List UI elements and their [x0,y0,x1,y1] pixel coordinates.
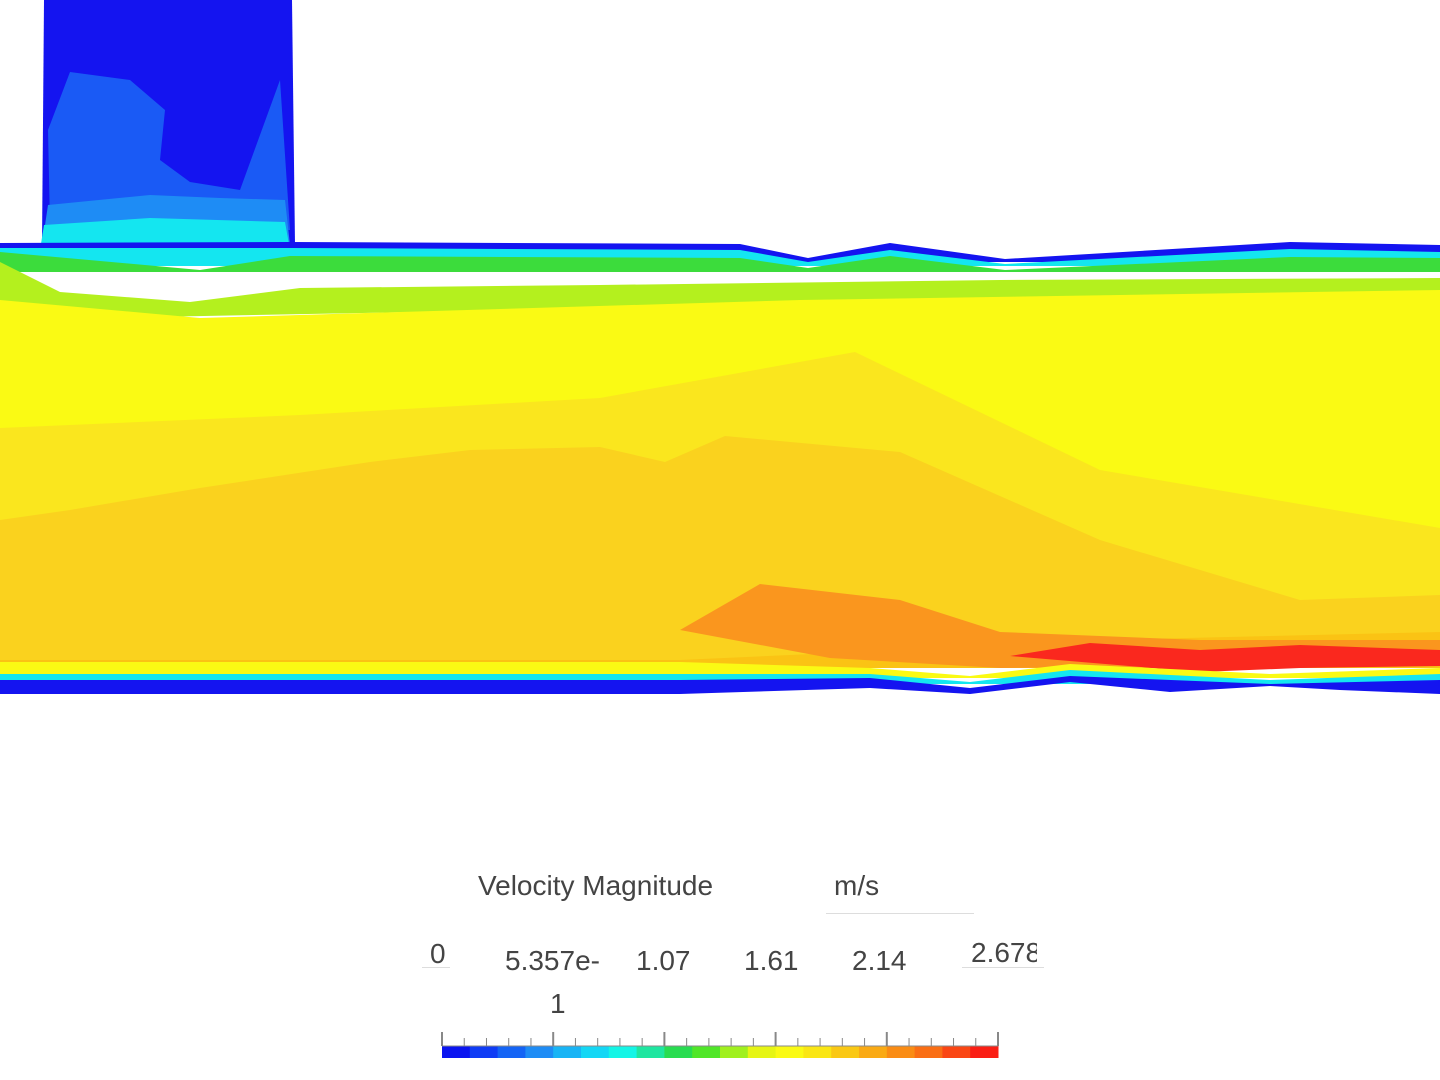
legend-unit-underline [826,913,974,914]
pipe-gold [0,436,1440,660]
colorbar-swatch [497,1046,526,1058]
colorbar-swatch [525,1046,554,1058]
colorbar-swatch [886,1046,916,1058]
colorbar-swatch [664,1046,693,1058]
colorbar-swatch [747,1046,777,1058]
legend-title: Velocity Magnitude [478,870,714,901]
colorbar-swatch [553,1046,582,1058]
colorbar-swatch [581,1046,610,1058]
pipe-orange-pocket [680,584,1440,668]
legend-tick-label-1: 5.357e- [505,945,600,976]
inlet-pipe-cyan-band [40,218,290,250]
colorbar-swatch [831,1046,860,1058]
legend-tick-min-underline [422,967,450,968]
colorbar-swatch [720,1046,749,1058]
pipe-top-lightgreen [0,262,1440,320]
velocity-contour-field[interactable] [0,0,1440,720]
colorbar-swatch [942,1046,971,1058]
colorbar-swatch [859,1046,888,1058]
colorbar-swatch [914,1046,943,1058]
legend-tick-label-2: 1.07 [636,945,691,976]
colorbar-swatch [775,1046,804,1058]
pipe-red-jet [1010,643,1440,672]
pipe-bottom-wall [0,676,1440,694]
pipe-top-green [0,252,1440,272]
colorbar-swatch [970,1046,999,1058]
legend-tick-label-3: 1.61 [744,945,799,976]
colorbar-swatch [803,1046,832,1058]
legend-tick-label-1-wrap: 1 [550,988,566,1019]
colorbar-swatch [608,1046,638,1058]
colorbar-swatch [469,1046,499,1058]
legend-tick-label-4: 2.14 [852,945,907,976]
legend-tick-max[interactable]: 2.678 [971,937,1037,968]
colorbar [441,1032,999,1058]
colorbar-swatch [442,1046,471,1058]
legend-tick-min[interactable]: 0 [430,938,446,969]
colorbar-swatch [692,1046,721,1058]
legend-unit: m/s [834,870,880,901]
legend-tick-max-underline [962,967,1044,968]
colorbar-swatch [636,1046,665,1058]
inlet-pipe-core [48,72,290,230]
